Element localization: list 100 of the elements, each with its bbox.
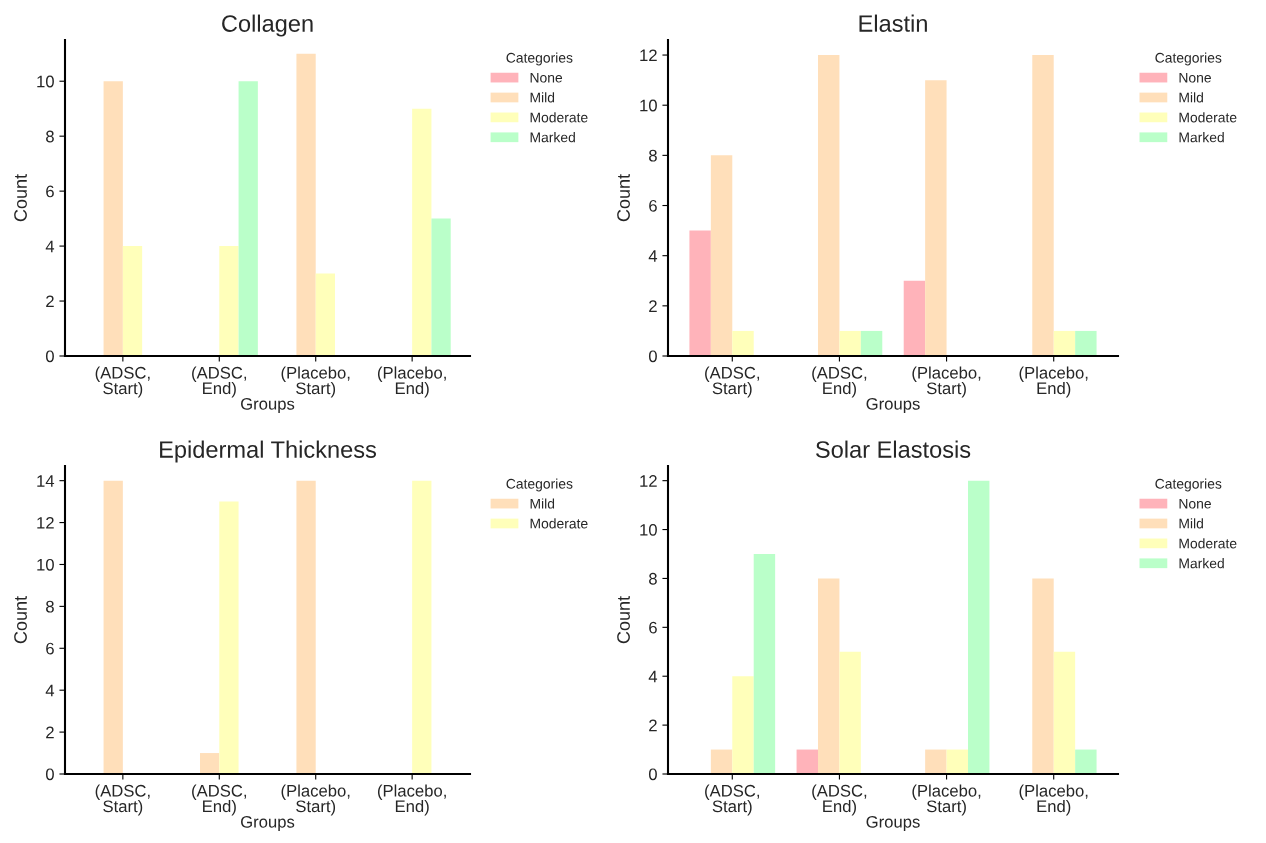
y-tick-label: 6: [46, 642, 54, 655]
y-tick-label: 0: [648, 768, 657, 781]
x-tick-label: (Placebo, Start): [912, 366, 981, 398]
legend-label: Moderate: [1179, 112, 1237, 123]
y-tick-label: 12: [37, 516, 54, 529]
x-tick-label: (ADSC, End): [192, 366, 247, 398]
bar: [968, 480, 990, 774]
y-tick-label: 10: [37, 558, 54, 571]
y-tick-label: 2: [46, 726, 54, 739]
legend-label: Moderate: [530, 112, 588, 123]
bar: [946, 749, 968, 774]
bar: [1075, 330, 1097, 356]
y-tick-label: 0: [45, 768, 54, 781]
bar: [753, 554, 776, 774]
x-axis-title: Groups: [241, 815, 295, 832]
bar: [839, 330, 861, 356]
y-axis-title: Count: [617, 174, 630, 222]
bar: [103, 81, 123, 356]
legend-label: Moderate: [530, 518, 588, 529]
legend-title: Categories: [506, 478, 573, 492]
x-tick-label: (ADSC, Start): [95, 366, 150, 398]
x-tick-label: (ADSC, End): [812, 784, 867, 816]
x-tick-label: (ADSC, Start): [705, 366, 760, 398]
bar: [1053, 651, 1076, 774]
bar: [219, 501, 239, 774]
bar: [796, 749, 818, 774]
legend-label: Marked: [1179, 558, 1224, 569]
bar: [412, 108, 432, 356]
y-axis-title: Count: [617, 596, 630, 644]
x-tick-label: (Placebo, Start): [912, 784, 981, 816]
legend-label: Mild: [530, 498, 555, 509]
x-tick-label: (Placebo, End): [377, 366, 446, 398]
bar: [818, 55, 840, 356]
legend-label: None: [530, 72, 563, 83]
y-tick-label: 6: [46, 185, 54, 198]
bar: [710, 155, 733, 356]
y-tick-label: 4: [648, 250, 658, 262]
x-tick-label: (ADSC, Start): [705, 784, 760, 816]
bar: [732, 676, 754, 774]
y-tick-label: 8: [46, 130, 54, 143]
y-tick-label: 2: [46, 295, 54, 308]
y-tick-label: 0: [45, 350, 54, 363]
legend-label: Marked: [1179, 132, 1224, 143]
bar: [1075, 749, 1097, 774]
bar: [1032, 578, 1054, 774]
legend-title: Categories: [1155, 478, 1222, 492]
chart-title: Epidermal Thickness: [160, 440, 377, 463]
bar: [860, 330, 883, 356]
x-tick-label: (ADSC, End): [192, 784, 247, 816]
x-tick-label: (Placebo, End): [1019, 784, 1088, 816]
legend-title: Categories: [1155, 52, 1222, 66]
bar: [431, 218, 451, 356]
bar: [315, 273, 335, 356]
bar: [219, 246, 239, 356]
legend-title: Categories: [506, 52, 573, 66]
bar: [238, 81, 258, 356]
bar: [710, 749, 733, 774]
y-tick-label: 10: [640, 99, 657, 112]
x-tick-label: (ADSC, Start): [95, 784, 150, 816]
y-tick-label: 8: [649, 572, 657, 585]
bar: [732, 330, 754, 356]
legend-label: Mild: [1179, 518, 1203, 529]
bar: [1032, 55, 1054, 356]
x-tick-label: (Placebo, End): [1019, 366, 1088, 398]
y-tick-label: 2: [649, 719, 657, 732]
y-tick-label: 6: [649, 621, 657, 634]
y-tick-label: 12: [640, 475, 657, 487]
y-tick-label: 10: [640, 523, 657, 536]
y-tick-label: 12: [640, 49, 657, 62]
y-axis-title: Count: [14, 174, 27, 222]
y-tick-label: 2: [649, 300, 657, 312]
x-tick-label: (Placebo, Start): [281, 366, 350, 398]
bar: [1053, 330, 1076, 356]
x-tick-label: (ADSC, End): [812, 366, 867, 398]
legend-label: Mild: [1179, 92, 1203, 103]
y-tick-label: 4: [45, 684, 55, 697]
y-axis-title: Count: [14, 596, 27, 644]
x-axis-title: Groups: [866, 815, 920, 832]
y-tick-label: 14: [37, 475, 55, 487]
chart-title: Elastin: [859, 14, 927, 32]
bar: [903, 280, 926, 356]
y-tick-label: 8: [649, 149, 657, 162]
bar: [412, 480, 432, 774]
y-tick-label: 6: [649, 199, 657, 212]
x-tick-label: (Placebo, Start): [281, 784, 350, 816]
bar: [122, 246, 143, 356]
bar: [925, 749, 947, 774]
x-axis-title: Groups: [241, 397, 295, 414]
y-tick-label: 0: [648, 350, 657, 363]
y-tick-label: 8: [46, 600, 54, 613]
bar: [200, 753, 220, 774]
x-axis-title: Groups: [866, 397, 920, 414]
bar: [818, 578, 840, 774]
legend-label: None: [1179, 72, 1211, 83]
legend-label: Mild: [530, 92, 555, 103]
legend-label: Moderate: [1179, 538, 1237, 549]
bar: [296, 480, 316, 774]
bar: [925, 80, 947, 356]
legend-label: Marked: [530, 132, 575, 143]
x-tick-label: (Placebo, End): [377, 784, 446, 816]
